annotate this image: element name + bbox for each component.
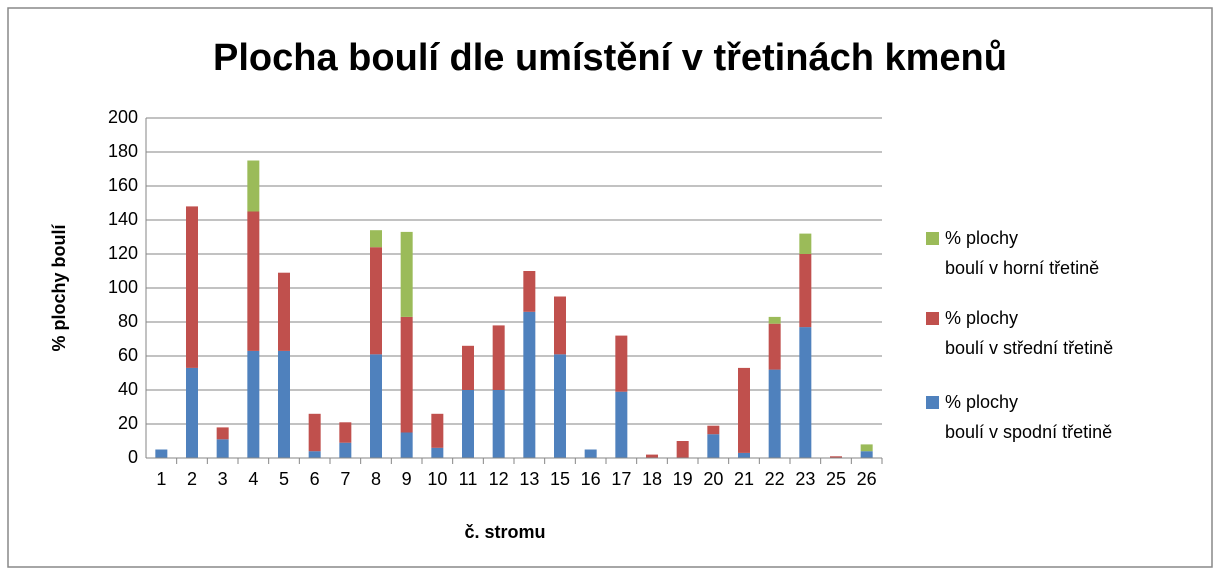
y-tick-label: 80 bbox=[118, 311, 138, 331]
x-tick-label: 5 bbox=[279, 469, 289, 489]
bar-segment bbox=[799, 254, 812, 328]
chart-frame bbox=[7, 7, 1213, 568]
bar-segment bbox=[860, 451, 873, 458]
x-tick-label: 13 bbox=[519, 469, 539, 489]
bar-segment bbox=[707, 434, 720, 458]
x-tick-label: 4 bbox=[248, 469, 258, 489]
x-tick-label: 21 bbox=[734, 469, 754, 489]
bar-segment bbox=[462, 345, 474, 390]
x-tick-label: 8 bbox=[371, 469, 381, 489]
bar-segment bbox=[308, 413, 321, 452]
x-tick-label: 26 bbox=[857, 469, 877, 489]
bar-segment bbox=[186, 367, 198, 458]
bar-segment bbox=[768, 323, 781, 370]
y-tick-label: 20 bbox=[118, 413, 138, 433]
bar-segment bbox=[492, 325, 505, 390]
bar-segment bbox=[584, 449, 597, 458]
bar-segment bbox=[554, 354, 566, 458]
bar-segment bbox=[155, 449, 168, 458]
bar-segment bbox=[738, 367, 750, 453]
bar-segment bbox=[400, 231, 413, 317]
x-tick-label: 18 bbox=[642, 469, 662, 489]
bar-segment bbox=[247, 211, 260, 351]
bar-segment bbox=[768, 369, 781, 458]
x-tick-label: 17 bbox=[611, 469, 631, 489]
bar-segment bbox=[370, 230, 382, 248]
bar-segment bbox=[523, 271, 536, 312]
bar-segment bbox=[492, 390, 505, 458]
chart-title: Plocha boulí dle umístění v třetinách km… bbox=[213, 37, 1007, 79]
y-tick-label: 200 bbox=[108, 107, 138, 127]
bar-segment bbox=[646, 454, 658, 458]
x-tick-label: 20 bbox=[703, 469, 723, 489]
bar-segment bbox=[615, 391, 628, 458]
bar-segment bbox=[339, 442, 352, 458]
bar-segment bbox=[216, 427, 229, 440]
bar-segment bbox=[554, 296, 566, 355]
bar-segment bbox=[400, 432, 413, 458]
x-tick-label: 1 bbox=[156, 469, 166, 489]
bar-segment bbox=[431, 447, 444, 458]
x-axis-label: č. stromu bbox=[464, 522, 545, 542]
legend-swatch bbox=[926, 232, 939, 245]
x-tick-label: 16 bbox=[581, 469, 601, 489]
bar-segment bbox=[615, 335, 628, 392]
bar-segment bbox=[523, 311, 536, 458]
x-tick-label: 19 bbox=[673, 469, 693, 489]
bar-segment bbox=[768, 316, 781, 324]
legend-label: % plochy boulí v spodní třetině bbox=[945, 392, 1113, 442]
y-tick-label: 40 bbox=[118, 379, 138, 399]
bar-segment bbox=[247, 350, 260, 458]
x-tick-label: 25 bbox=[826, 469, 846, 489]
bar-segment bbox=[370, 247, 382, 355]
bar-segment bbox=[799, 327, 812, 458]
bar-segment bbox=[247, 160, 260, 212]
y-tick-label: 180 bbox=[108, 141, 138, 161]
legend-swatch bbox=[926, 312, 939, 325]
y-tick-label: 60 bbox=[118, 345, 138, 365]
x-tick-label: 22 bbox=[765, 469, 785, 489]
legend-swatch bbox=[926, 396, 939, 409]
y-tick-label: 140 bbox=[108, 209, 138, 229]
bar-segment bbox=[339, 422, 352, 443]
bar-segment bbox=[738, 452, 750, 458]
x-tick-label: 15 bbox=[550, 469, 570, 489]
bar-segment bbox=[676, 441, 689, 458]
x-tick-label: 3 bbox=[218, 469, 228, 489]
bar-segment bbox=[830, 456, 842, 458]
bar-segment bbox=[278, 272, 290, 351]
x-tick-label: 12 bbox=[489, 469, 509, 489]
x-tick-label: 6 bbox=[310, 469, 320, 489]
legend-label: % plochy boulí v horní třetině bbox=[945, 228, 1100, 278]
y-tick-label: 120 bbox=[108, 243, 138, 263]
x-tick-label: 7 bbox=[340, 469, 350, 489]
bar-segment bbox=[860, 444, 873, 452]
y-tick-label: 0 bbox=[128, 447, 138, 467]
x-tick-label: 11 bbox=[459, 469, 478, 489]
bar-segment bbox=[431, 413, 444, 448]
bar-segment bbox=[462, 390, 474, 458]
bar-segment bbox=[308, 451, 321, 458]
legend-label: % plochy boulí v střední třetině bbox=[945, 308, 1114, 358]
bar-segment bbox=[707, 425, 720, 435]
bar-segment bbox=[278, 350, 290, 458]
x-tick-label: 9 bbox=[402, 469, 412, 489]
x-tick-label: 2 bbox=[187, 469, 197, 489]
bar-segment bbox=[216, 439, 229, 458]
bar-segment bbox=[400, 316, 413, 433]
x-tick-label: 23 bbox=[795, 469, 815, 489]
bar-segment bbox=[186, 206, 198, 368]
x-tick-label: 10 bbox=[427, 469, 447, 489]
bar-segment bbox=[799, 233, 812, 254]
y-axis-label: % plochy boulí bbox=[49, 224, 69, 352]
y-tick-label: 160 bbox=[108, 175, 138, 195]
y-tick-label: 100 bbox=[108, 277, 138, 297]
bar-segment bbox=[370, 354, 382, 458]
